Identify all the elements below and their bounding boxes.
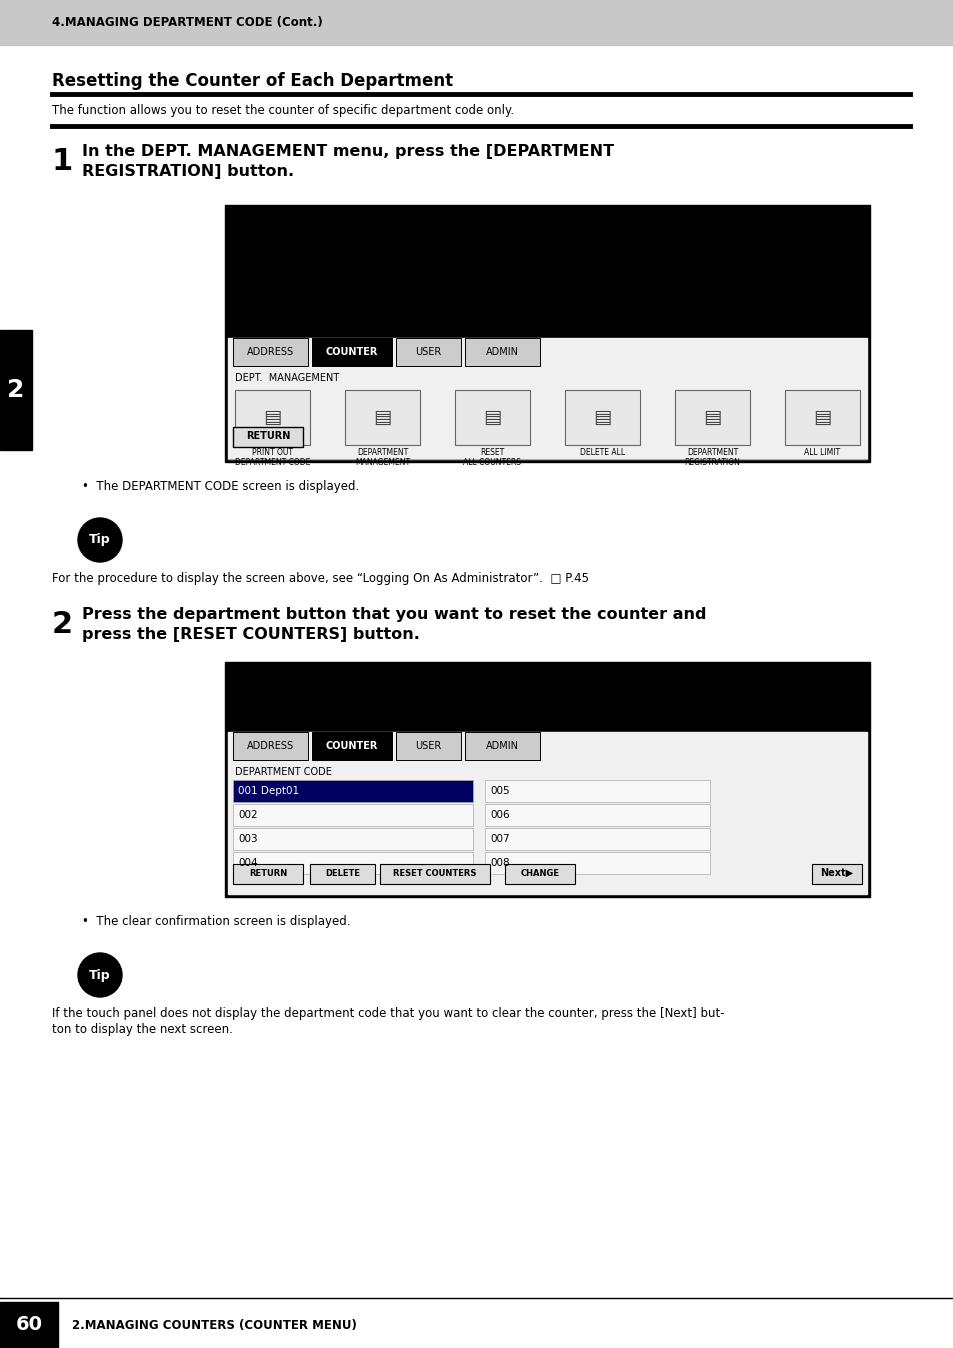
Text: RESET COUNTERS: RESET COUNTERS [393,868,476,878]
Bar [504,864,575,884]
Bar [233,732,308,760]
Text: press the [RESET COUNTERS] button.: press the [RESET COUNTERS] button. [82,627,419,642]
Text: 002: 002 [237,810,257,820]
Bar [233,852,473,874]
Text: ▤: ▤ [373,408,392,427]
Text: 2.MANAGING COUNTERS (COUNTER MENU): 2.MANAGING COUNTERS (COUNTER MENU) [71,1318,356,1332]
Bar [225,205,869,462]
Bar [379,864,490,884]
Text: ADDRESS: ADDRESS [247,741,294,751]
Text: 4.MANAGING DEPARTMENT CODE (Cont.): 4.MANAGING DEPARTMENT CODE (Cont.) [52,16,322,30]
Text: In the DEPT. MANAGEMENT menu, press the [DEPARTMENT: In the DEPT. MANAGEMENT menu, press the … [82,144,614,159]
Bar [675,390,749,445]
Bar [228,732,866,894]
Bar [225,662,869,896]
Bar [464,338,539,367]
Text: ▤: ▤ [263,408,281,427]
Bar [233,780,473,802]
Text: 008: 008 [490,857,509,868]
Text: REGISTRATION] button.: REGISTRATION] button. [82,164,294,179]
Bar [395,338,460,367]
Text: COUNTER: COUNTER [326,346,377,357]
Text: 1: 1 [52,147,73,177]
Text: ADDRESS: ADDRESS [247,346,294,357]
Text: DEPT.  MANAGEMENT: DEPT. MANAGEMENT [234,373,339,383]
Bar [484,780,709,802]
Bar [233,803,473,826]
Text: 005: 005 [490,786,509,797]
Text: Resetting the Counter of Each Department: Resetting the Counter of Each Department [52,71,453,90]
Text: 006: 006 [490,810,509,820]
Bar [0,1302,58,1348]
Text: ALL LIMIT: ALL LIMIT [803,448,840,457]
Bar [484,803,709,826]
Text: DEPARTMENT
MANAGEMENT: DEPARTMENT MANAGEMENT [355,448,410,466]
Bar [310,864,375,884]
Text: •  The clear confirmation screen is displayed.: • The clear confirmation screen is displ… [82,915,350,927]
Text: 001 Dept01: 001 Dept01 [237,786,299,797]
Text: DEPARTMENT CODE: DEPARTMENT CODE [234,767,332,776]
Bar [484,852,709,874]
Text: RETURN: RETURN [249,868,287,878]
Text: 007: 007 [490,834,509,844]
Text: ▤: ▤ [593,408,611,427]
Bar [484,828,709,851]
Text: 2: 2 [52,611,73,639]
Text: ADMIN: ADMIN [485,741,518,751]
Text: ton to display the next screen.: ton to display the next screen. [52,1023,233,1037]
Bar [228,338,866,460]
Text: DEPARTMENT
REGISTRATION: DEPARTMENT REGISTRATION [684,448,740,466]
Text: Next▶: Next▶ [820,868,853,878]
Bar [233,338,308,367]
Text: •  The DEPARTMENT CODE screen is displayed.: • The DEPARTMENT CODE screen is displaye… [82,480,359,493]
Bar [312,338,392,367]
Bar [233,828,473,851]
Text: For the procedure to display the screen above, see “Logging On As Administrator”: For the procedure to display the screen … [52,572,588,585]
Bar [784,390,859,445]
Bar [564,390,639,445]
Circle shape [78,953,122,998]
Bar [395,732,460,760]
Bar [811,864,862,884]
Text: DELETE ALL: DELETE ALL [579,448,624,457]
Text: RETURN: RETURN [246,431,290,441]
Bar [233,864,303,884]
Text: COUNTER: COUNTER [326,741,377,751]
Bar [233,427,303,448]
Text: Tip: Tip [89,968,111,981]
Text: CHANGE: CHANGE [520,868,558,878]
Text: ▤: ▤ [483,408,501,427]
Text: ▤: ▤ [702,408,720,427]
Text: DELETE: DELETE [325,868,359,878]
Text: Press the department button that you want to reset the counter and: Press the department button that you wan… [82,607,706,621]
Circle shape [78,518,122,562]
Text: ADMIN: ADMIN [485,346,518,357]
Text: PRINT OUT
DEPARTMENT CODE: PRINT OUT DEPARTMENT CODE [234,448,310,466]
Bar [345,390,419,445]
Text: 003: 003 [237,834,257,844]
Text: ▤: ▤ [813,408,831,427]
Bar [312,732,392,760]
Bar [234,390,310,445]
Text: USER: USER [415,346,441,357]
Text: If the touch panel does not display the department code that you want to clear t: If the touch panel does not display the … [52,1007,724,1020]
Text: 004: 004 [237,857,257,868]
Bar [0,330,32,450]
Text: 60: 60 [15,1316,43,1335]
Text: The function allows you to reset the counter of specific department code only.: The function allows you to reset the cou… [52,104,514,117]
Bar [455,390,530,445]
Bar [464,732,539,760]
Text: Tip: Tip [89,534,111,546]
Bar [0,0,953,44]
Text: 2: 2 [8,377,25,402]
Text: RESET
ALL COUNTERS: RESET ALL COUNTERS [463,448,521,466]
Text: USER: USER [415,741,441,751]
